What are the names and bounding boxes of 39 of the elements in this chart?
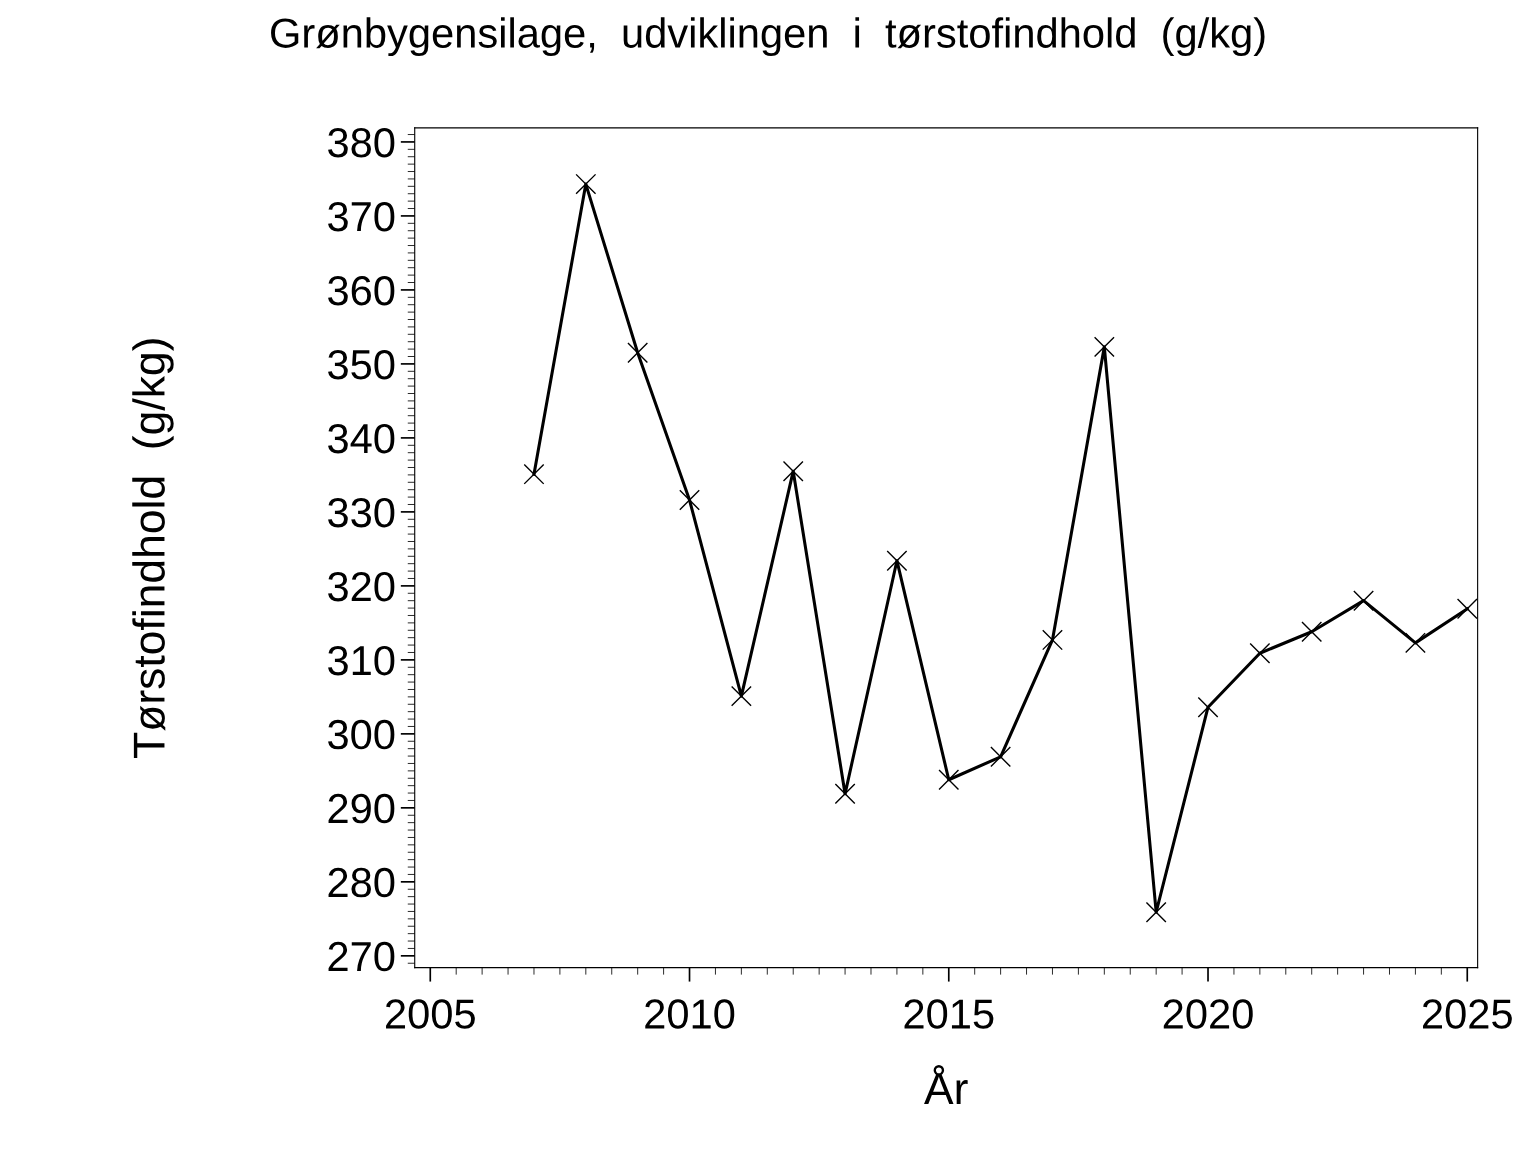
y-tick-label: 370 <box>328 201 395 232</box>
y-tick-label: 300 <box>328 719 395 750</box>
point <box>990 746 1012 768</box>
point <box>730 685 752 707</box>
y-tick-label: 330 <box>328 497 395 528</box>
y-tick-label: 280 <box>328 867 395 898</box>
x-tick-label: 2010 <box>645 999 735 1029</box>
y-tick-label: 270 <box>328 941 395 972</box>
x-tick-label: 2020 <box>1163 999 1253 1029</box>
x-axis-title: År <box>924 1065 968 1105</box>
point <box>1042 629 1063 651</box>
point <box>1249 642 1271 664</box>
y-tick-label: 380 <box>328 127 395 158</box>
y-tick-label: 350 <box>328 349 395 380</box>
y-tick-label: 310 <box>328 645 395 676</box>
point <box>834 783 856 805</box>
chart-title: Grønbygensilage, udviklingen i tørstofindhold (g/kg) <box>271 17 1265 57</box>
x-tick-label: 2005 <box>386 999 475 1029</box>
x-tick-label: 2025 <box>1423 999 1512 1029</box>
point <box>1301 621 1323 643</box>
point <box>1145 901 1167 923</box>
point <box>1353 590 1374 612</box>
y-tick-label: 290 <box>328 793 395 824</box>
y-tick-label: 340 <box>328 423 395 454</box>
y-tick-label: 320 <box>328 571 395 602</box>
point <box>782 460 804 482</box>
point <box>886 550 908 572</box>
x-tick-label: 2015 <box>904 999 994 1029</box>
point <box>575 173 597 195</box>
point <box>627 342 649 364</box>
point <box>1456 598 1478 620</box>
point <box>938 769 960 791</box>
point <box>1093 336 1115 358</box>
y-tick-label: 360 <box>328 275 395 306</box>
y-axis-title: Tørstofindhold (g/kg) <box>132 339 174 758</box>
point <box>523 463 545 485</box>
point <box>679 489 700 511</box>
point <box>1404 632 1426 654</box>
point <box>1197 696 1219 718</box>
